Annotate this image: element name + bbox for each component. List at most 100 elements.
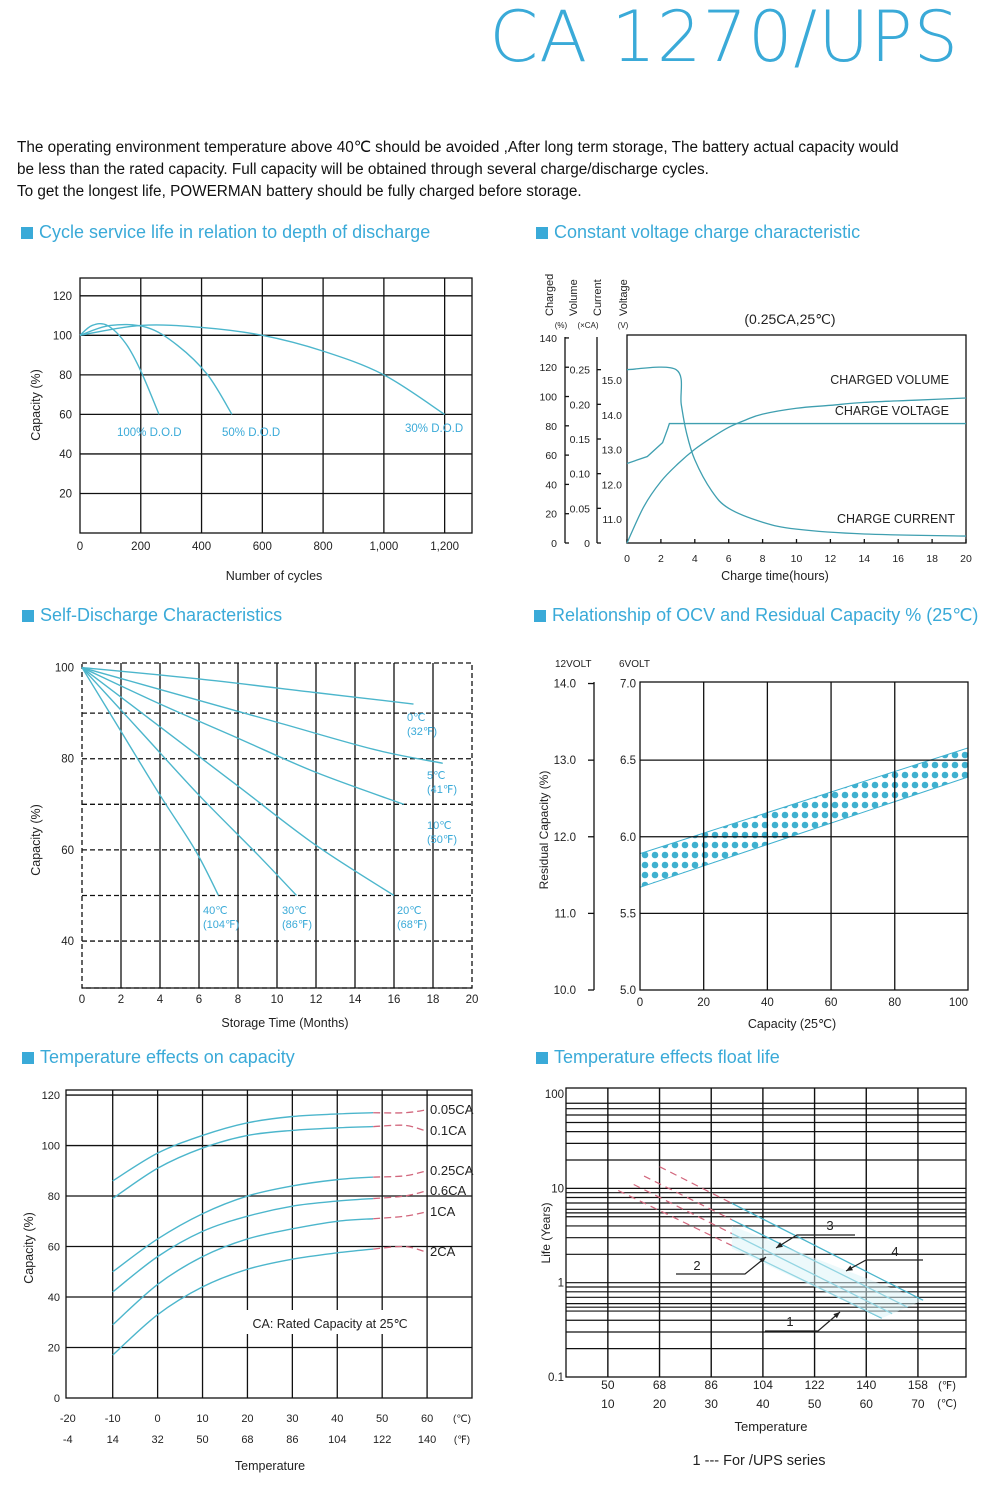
x-tick-label: 800: [314, 541, 333, 553]
arrow-head-icon: [776, 1242, 783, 1248]
x-unit-f: (℉): [454, 1435, 470, 1446]
series-line-dashed: [643, 1175, 733, 1221]
plot-frame: [81, 662, 473, 989]
series-label-f: (68℉): [397, 919, 427, 931]
x-tick-label-f: 140: [418, 1434, 436, 1446]
x-tick-label-c: 50: [376, 1413, 388, 1425]
x-tick-label-c: 0: [155, 1413, 161, 1425]
y-tick-label: 1: [558, 1278, 564, 1290]
series-label: 10℃: [427, 820, 452, 832]
axis-header-6v: 6VOLT: [619, 659, 650, 670]
y-tick-label: 0.1: [548, 1372, 564, 1384]
x-tick-label-f: 122: [805, 1378, 825, 1392]
section-title: Self-Discharge Characteristics: [40, 605, 283, 625]
y-tick-label: 20: [59, 488, 72, 500]
x-tick-label: 4: [157, 994, 164, 1006]
x-axis-label: Storage Time (Months): [221, 1016, 348, 1030]
section-heading-float-life: Temperature effects float life: [536, 1047, 780, 1068]
series-curve: [112, 1112, 374, 1182]
y-tick-label-12v: 11.0: [554, 908, 576, 920]
intro-text: The operating environment temperature ab…: [17, 137, 982, 203]
y-tick-label-6v: 7.0: [620, 679, 636, 691]
x-tick-label: 0: [77, 541, 83, 553]
x-tick-label-f: 68: [241, 1434, 253, 1446]
series-curve: [81, 667, 298, 896]
section-title: Cycle service life in relation to depth …: [39, 222, 431, 242]
y-tick-label: 80: [59, 370, 72, 382]
axis-unit: (×CA): [577, 321, 598, 330]
x-tick-label-c: 60: [421, 1413, 433, 1425]
series-curve: [79, 324, 446, 415]
series-label: 5℃: [427, 770, 445, 782]
series-curve: [112, 1218, 374, 1326]
y-tick-label-12v: 14.0: [554, 679, 576, 691]
x-tick-label: 0: [637, 997, 643, 1009]
y-tick-label: 20: [48, 1343, 60, 1355]
x-tick-label-c: 50: [808, 1397, 822, 1411]
x-tick-label: 200: [131, 541, 150, 553]
square-bullet-icon: [534, 609, 546, 622]
y-tick-label-current: 0.15: [570, 434, 591, 446]
y-tick-label-charged: 20: [545, 509, 557, 521]
series-label: 40℃: [203, 905, 228, 917]
x-tick-label: 0: [624, 553, 630, 565]
x-tick-label-c: 40: [756, 1397, 770, 1411]
y-axis-label: Life (Years): [539, 1203, 553, 1264]
section-heading-ocv: Relationship of OCV and Residual Capacit…: [534, 605, 978, 626]
y-tick-label: 120: [42, 1090, 60, 1102]
series-number-label: 3: [826, 1218, 833, 1233]
leader-line: [775, 1234, 855, 1249]
x-tick-label-f: 50: [601, 1378, 615, 1392]
series-number-label: 4: [891, 1244, 898, 1259]
series-label: 0.1CA: [430, 1123, 466, 1138]
x-tick-label: 1,200: [430, 541, 459, 553]
chart-annotation: CA: Rated Capacity at 25℃: [252, 1317, 407, 1331]
y-tick-label: 100: [42, 1141, 60, 1153]
series-curve-dashed: [373, 1109, 427, 1114]
series-curve: [81, 667, 220, 896]
series-label-f: (104℉): [203, 919, 239, 931]
arrow-head-icon: [759, 1257, 766, 1264]
series-label: 30% D.O.D: [405, 423, 463, 435]
section-heading-charge: Constant voltage charge characteristic: [536, 222, 860, 243]
y-tick-label: 100: [53, 330, 72, 342]
y-tick-label: 100: [545, 1089, 564, 1101]
y-tick-label-6v: 5.0: [620, 985, 636, 997]
x-tick-label: 12: [825, 553, 837, 565]
y-axis-label: Capacity (%): [29, 804, 43, 876]
series-line-dashed: [633, 1183, 733, 1235]
y-tick-label-charged: 0: [551, 538, 557, 550]
axis-header: Current: [592, 279, 604, 316]
axis-unit: (%): [555, 321, 568, 330]
life-band-shade: [731, 1225, 924, 1319]
series-line-dashed: [617, 1189, 733, 1247]
series-label: 1CA: [430, 1204, 456, 1219]
x-tick-label: 10: [271, 994, 284, 1006]
series-label: 0.6CA: [430, 1183, 466, 1198]
y-tick-label-charged: 60: [545, 450, 557, 462]
x-tick-label: 400: [192, 541, 211, 553]
series-label-f: (32℉): [407, 726, 437, 738]
x-tick-label-c: 20: [241, 1413, 253, 1425]
ocv-band: [639, 747, 969, 889]
series-curve: [81, 667, 395, 897]
y-tick-label-current: 0.20: [570, 399, 591, 411]
y-tick-label-voltage: 11.0: [602, 514, 622, 526]
series-label: 30℃: [282, 905, 307, 917]
section-heading-cycle-life: Cycle service life in relation to depth …: [21, 222, 430, 243]
series-curve: [81, 666, 404, 805]
x-tick-label-c: 10: [601, 1397, 615, 1411]
x-tick-label-f: 86: [705, 1378, 719, 1392]
y-tick-label: 60: [48, 1242, 60, 1254]
x-tick-label: 600: [253, 541, 272, 553]
x-tick-label: 6: [726, 553, 732, 565]
section-title: Constant voltage charge characteristic: [554, 222, 861, 242]
y-tick-label: 40: [48, 1292, 60, 1304]
y-tick-label: 60: [61, 845, 74, 857]
series-curve-dashed: [373, 1245, 427, 1253]
x-tick-label-c: 10: [196, 1413, 208, 1425]
intro-line: To get the longest life, POWERMAN batter…: [17, 183, 582, 200]
x-tick-label-f: 140: [856, 1378, 876, 1392]
footnote: 1 --- For /UPS series: [693, 1453, 826, 1469]
